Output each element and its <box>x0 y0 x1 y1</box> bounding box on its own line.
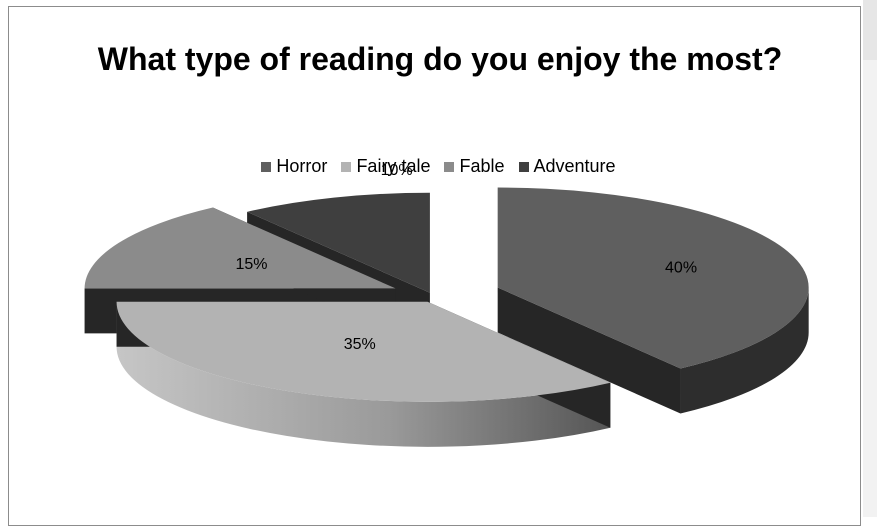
chart-title: What type of reading do you enjoy the mo… <box>97 41 783 77</box>
legend-swatch-fairy-tale <box>341 161 352 172</box>
legend-item-horror: Horror <box>261 156 327 177</box>
window-edge-strip-top <box>863 0 877 60</box>
legend-label-horror: Horror <box>276 156 328 176</box>
legend-label-adventure: Adventure <box>533 156 616 176</box>
pie-data-labels: 40% 35% 15% 10% <box>235 162 697 353</box>
data-label-adventure: 10% <box>381 162 413 179</box>
data-label-fable: 15% <box>235 256 267 273</box>
legend-item-adventure: Adventure <box>518 156 616 177</box>
data-label-fairy-tale: 35% <box>344 336 376 353</box>
pie-slice-horror <box>497 187 809 414</box>
window-edge-strip <box>863 0 877 517</box>
legend-swatch-adventure <box>518 161 529 172</box>
pie-slices <box>84 187 809 447</box>
pie-slice-fairy-tale <box>116 301 611 447</box>
legend-label-fairy-tale: Fairy tale <box>356 156 431 176</box>
legend-item-fable: Fable <box>444 156 505 177</box>
data-label-horror: 40% <box>665 260 697 277</box>
legend-item-fairy-tale: Fairy tale <box>341 156 430 177</box>
legend-label-fable: Fable <box>459 156 505 176</box>
legend-swatch-fable <box>444 161 455 172</box>
chart-legend: Horror Fairy tale Fable Adventure <box>0 156 877 177</box>
legend-swatch-horror <box>261 161 272 172</box>
